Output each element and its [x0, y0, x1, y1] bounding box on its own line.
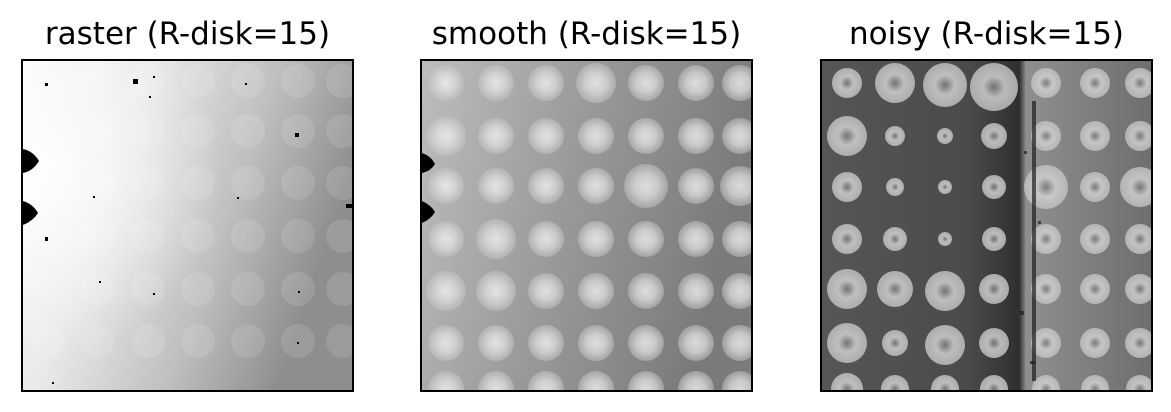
panel-title-raster: raster (R-disk=15) [44, 16, 331, 52]
image-panel-raster [21, 59, 354, 392]
image-panel-noisy [820, 59, 1153, 392]
raster-image [23, 61, 352, 390]
image-panel-smooth [420, 59, 753, 392]
smooth-image [422, 61, 751, 390]
noisy-image [822, 61, 1151, 390]
panel-title-noisy: noisy (R-disk=15) [848, 16, 1125, 52]
panel-title-smooth: smooth (R-disk=15) [431, 16, 742, 52]
